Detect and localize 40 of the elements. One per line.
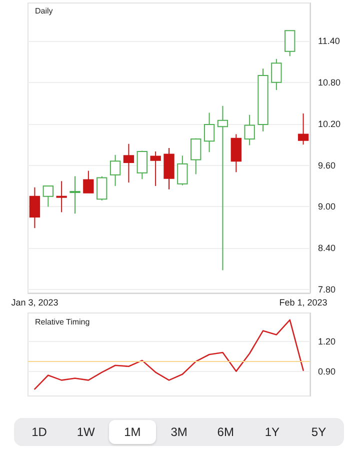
text: 3M (156, 420, 202, 444)
candlestick (110, 154, 121, 186)
x-tick-label: Jan 3, 2023 (11, 298, 58, 308)
text: 1M (109, 420, 156, 444)
y-tick-label: 9.00 (318, 202, 336, 212)
y-tick-label: 1.20 (318, 336, 336, 347)
candlestick (217, 105, 228, 271)
candlestick (298, 112, 309, 146)
candlestick (284, 30, 296, 57)
candlestick (123, 143, 134, 184)
candlestick (83, 170, 94, 194)
y-tick-label: 9.60 (318, 160, 336, 170)
text: 1W (62, 420, 110, 444)
candlestick (29, 186, 40, 229)
y-tick-label: 10.80 (318, 77, 341, 88)
candlestick (244, 114, 255, 146)
candlestick (70, 176, 80, 214)
chart-title: Daily (35, 6, 53, 16)
y-tick-label: 7.80 (318, 284, 336, 295)
text: 5Y (295, 420, 342, 444)
candlestick (42, 185, 54, 208)
candlestick (150, 150, 161, 186)
candlestick (204, 112, 215, 153)
line-series (34, 319, 304, 390)
text: 1D (16, 420, 63, 444)
candlestick (271, 58, 282, 90)
text: 6M (202, 420, 249, 444)
candlestick (96, 176, 108, 201)
text: Relative Timing (35, 318, 90, 326)
candlestick (177, 155, 188, 186)
candlestick (56, 180, 67, 213)
x-tick-label: Feb 1, 2023 (279, 298, 328, 308)
y-tick-label: 0.90 (318, 366, 336, 376)
y-tick-label: 11.40 (318, 36, 340, 46)
candlestick (136, 150, 148, 180)
y-tick-label: 8.40 (318, 243, 336, 254)
candlestick (190, 138, 202, 175)
text: 1Y (248, 420, 296, 444)
candlestick (230, 134, 242, 173)
y-tick-label: 10.20 (318, 118, 341, 129)
